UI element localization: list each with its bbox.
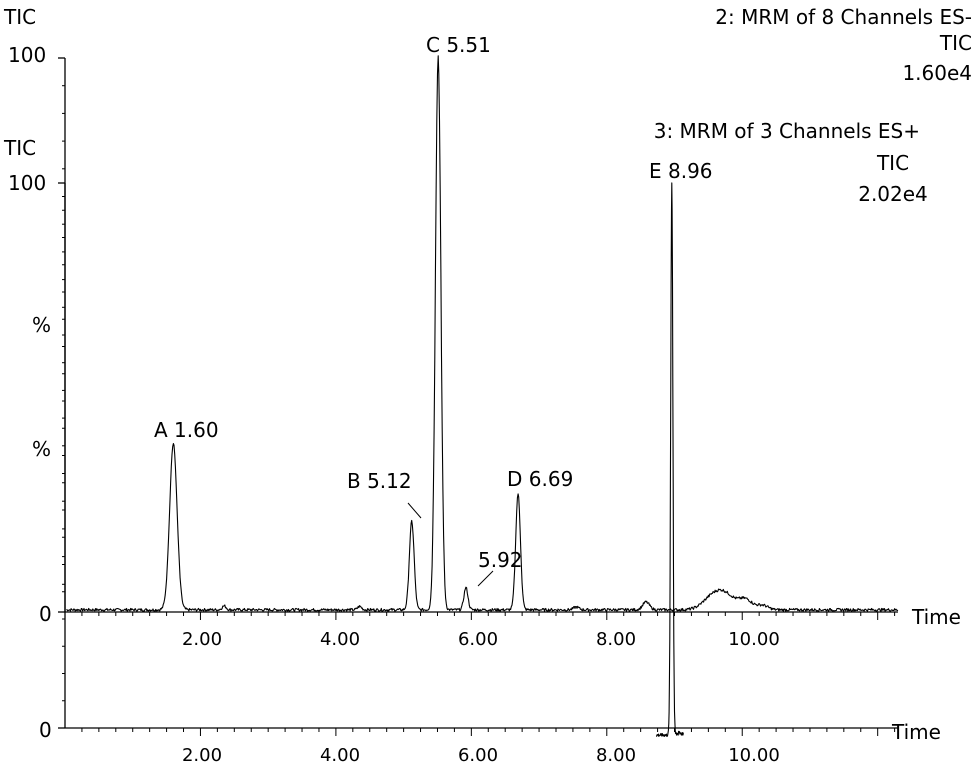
peak-label-e: E 8.96 <box>649 159 713 183</box>
peak-label-d: D 6.69 <box>507 467 573 491</box>
upper-x-tick-6: 6.00 <box>458 629 498 650</box>
lower-ylabel-top: TIC <box>3 136 36 160</box>
upper-x-tick-2: 2.00 <box>182 629 222 650</box>
peak-label-c: C 5.51 <box>426 33 491 57</box>
lower-x-tick-10: 10.00 <box>728 745 780 766</box>
lower-x-tick-4: 4.00 <box>320 745 360 766</box>
peak-label-5-92: 5.92 <box>478 548 523 572</box>
upper-xlabel: Time <box>911 605 961 629</box>
upper-y-tick-0: 0 <box>39 602 52 626</box>
upper-ylabel-top: TIC <box>3 5 36 29</box>
upper-ylabel: % <box>32 313 51 337</box>
leader-line-5-92 <box>477 570 494 587</box>
lower-y-tick-100: 100 <box>8 171 46 195</box>
lower-x-tick-8: 8.00 <box>596 745 636 766</box>
upper-x-tick-4: 4.00 <box>320 629 360 650</box>
lower-x-tick-6: 6.00 <box>458 745 498 766</box>
minor-ticks <box>62 85 896 736</box>
leader-line-b <box>407 502 422 519</box>
lower-channel-title: 3: MRM of 3 Channels ES+ <box>654 119 920 143</box>
upper-intensity: 1.60e4 <box>902 61 972 85</box>
peak-label-a: A 1.60 <box>154 418 219 442</box>
lower-intensity: 2.02e4 <box>858 182 928 206</box>
lower-tic-trace <box>655 182 684 737</box>
upper-x-tick-10: 10.00 <box>728 629 780 650</box>
peak-label-b: B 5.12 <box>347 469 412 493</box>
upper-channel-title: 2: MRM of 8 Channels ES- <box>715 5 972 29</box>
lower-x-tick-2: 2.00 <box>182 745 222 766</box>
lower-y-tick-0: 0 <box>39 718 52 742</box>
lower-xlabel: Time <box>891 720 941 744</box>
lower-trace-label: TIC <box>876 151 909 175</box>
upper-tic-trace <box>66 55 899 612</box>
upper-trace-label: TIC <box>939 31 972 55</box>
upper-x-tick-8: 8.00 <box>596 629 636 650</box>
lower-ylabel: % <box>32 437 51 461</box>
upper-y-tick-100: 100 <box>8 43 46 67</box>
